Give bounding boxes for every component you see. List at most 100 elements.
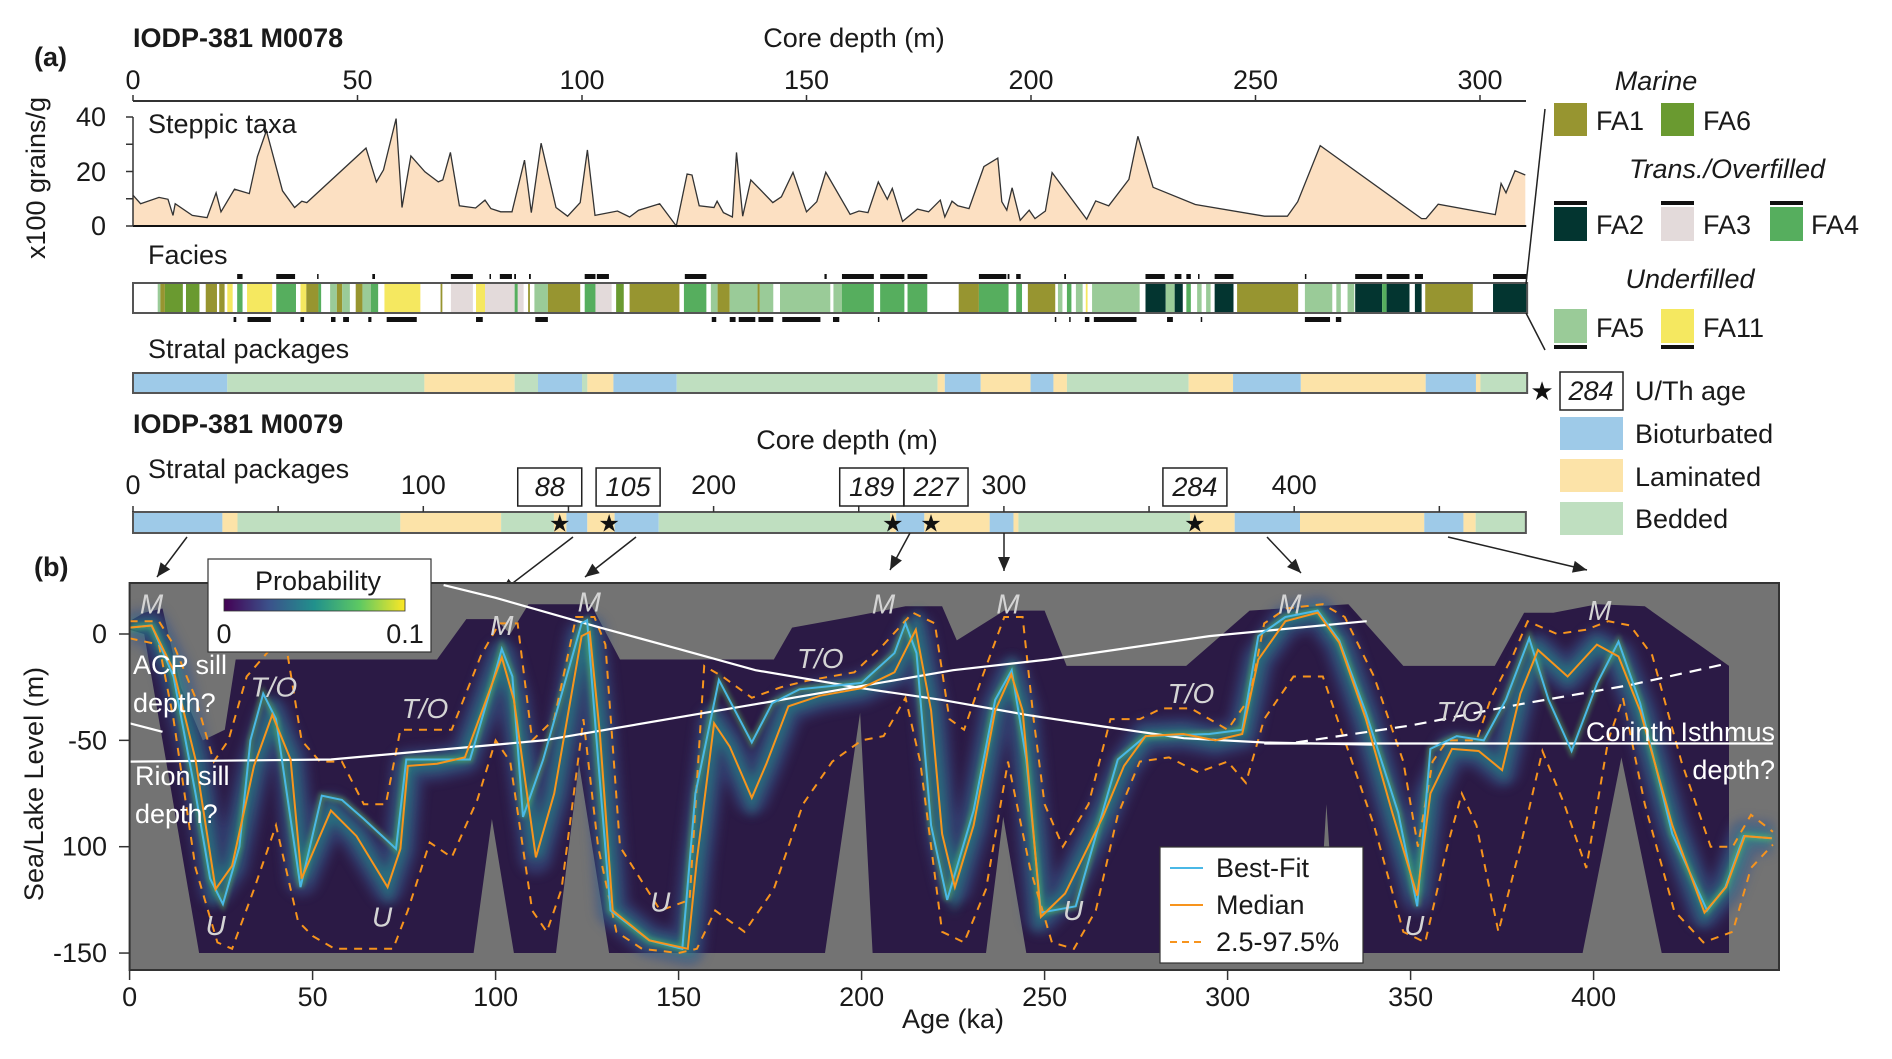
strata-segment-lam: [1189, 512, 1235, 533]
star-icon: ★: [882, 511, 904, 538]
strata-segment-lam: [890, 512, 897, 533]
facies-segment-fa11: [1085, 283, 1088, 313]
facies-mark-below: [331, 317, 336, 322]
m0078-tick-label: 250: [1233, 65, 1278, 95]
colorbar-min: 0: [216, 619, 231, 649]
facies-segment-fa5: [1347, 283, 1355, 313]
uth-age-box: [838, 467, 905, 507]
facies-mark-below: [877, 317, 880, 322]
colorbar-title: Probability: [255, 566, 382, 596]
facies-label: Facies: [148, 240, 228, 270]
facies-mark-below: [758, 317, 774, 322]
facies-segment-fa1: [219, 283, 225, 313]
steppic-ytick-20: 20: [76, 157, 106, 187]
strata-segment-lam: [1053, 373, 1067, 393]
facies-segment-fa1: [336, 283, 343, 313]
strata-segment-bed: [237, 512, 401, 533]
facies-segment-fa1: [547, 283, 581, 313]
facies-mark-above: [1016, 274, 1021, 279]
swatch-fa6: [1661, 103, 1694, 136]
y-axis-label: Sea/Lake Level (m): [19, 667, 49, 901]
best-fit-line: [129, 609, 1772, 951]
m0078-axis-title: Core depth (m): [763, 23, 945, 53]
facies-mark-below: [343, 317, 349, 322]
strata-segment-lam: [400, 512, 502, 533]
rion-sill-label: Rion sill: [135, 761, 230, 791]
strata-segment-bed: [514, 373, 538, 393]
swatch-bioturbated: [1560, 417, 1623, 450]
facies-segment-fa3: [595, 283, 612, 313]
m0078-strata-label: Stratal packages: [148, 334, 349, 364]
facies-segment-fa4: [841, 283, 874, 313]
strata-segment-bio: [896, 512, 925, 533]
legend-laminated: Laminated: [1635, 462, 1761, 492]
strata-segment-lam: [1300, 373, 1426, 393]
facies-segment-fa2: [1414, 283, 1422, 313]
facies-segment-fa1: [355, 283, 363, 313]
strata-segment-lam: [980, 373, 1031, 393]
m0079-strata-label: Stratal packages: [148, 454, 349, 484]
x-tick-label: 400: [1571, 982, 1616, 1012]
m0078-title: IODP-381 M0078: [133, 23, 343, 53]
reference-line: [443, 584, 1375, 746]
m0079-tick-label: 400: [1272, 470, 1317, 500]
legend-fa4: FA4: [1811, 210, 1859, 240]
facies-segment-fa11: [384, 283, 421, 313]
facies-mark-below: [1304, 317, 1331, 322]
strata-segment-lam: [553, 512, 567, 533]
facies-mark-above: [1304, 274, 1307, 279]
facies-segment-fa4: [1382, 283, 1387, 313]
strata-segment-bio: [1425, 373, 1476, 393]
facies-segment-fa5: [1336, 283, 1341, 313]
facies-segment-fa5: [362, 283, 371, 313]
facies-mark-below: [368, 317, 372, 322]
stage-label-m: M: [578, 587, 602, 618]
m0079-tick-label: 300: [981, 470, 1026, 500]
stage-label-m: M: [1278, 589, 1302, 620]
y-tick-label: -150: [53, 938, 107, 968]
facies-segment-fa1: [440, 283, 443, 313]
facies-segment-fa11: [476, 283, 486, 313]
m0078-tick-label: 0: [125, 65, 140, 95]
facies-mark-above: [841, 274, 874, 279]
swatch-fa2: [1554, 207, 1587, 241]
facies-segment-fa1: [629, 283, 680, 313]
percentile-upper-line: [129, 603, 1774, 912]
stage-label-to: T/O: [1168, 678, 1215, 709]
m0078-tick-label: 50: [342, 65, 372, 95]
strata-segment-lam: [424, 373, 515, 393]
steppic-y-label: x100 grains/g: [21, 97, 51, 259]
facies-mark-above: [880, 274, 905, 279]
facies-mark-below: [1167, 317, 1173, 322]
facies-segment-fa6: [164, 283, 183, 313]
uth-age-label: 88: [535, 472, 565, 502]
legend-marine: Marine: [1615, 66, 1698, 96]
facies-segment-fa5: [1165, 283, 1175, 313]
facies-mark-above: [1145, 274, 1165, 279]
legend-fa2: FA2: [1596, 210, 1644, 240]
facies-segment-fa4: [276, 283, 296, 313]
arrow-head-icon: [1287, 558, 1301, 573]
strata-segment-bed: [582, 373, 588, 393]
stage-label-m: M: [1588, 595, 1612, 626]
facies-segment-fa4: [1186, 283, 1191, 313]
correlation-arrow-line: [1447, 536, 1588, 571]
m0079-title: IODP-381 M0079: [133, 409, 343, 439]
star-icon: ★: [1184, 511, 1206, 538]
facies-segment-fa5: [1075, 283, 1083, 313]
strata-segment-bio: [613, 373, 677, 393]
panel-a-label: (a): [34, 42, 67, 72]
star-icon: ★: [549, 511, 571, 538]
facies-mark-above: [684, 274, 707, 279]
facies-mark-below: [832, 317, 840, 322]
mark-above-sample: [1770, 201, 1803, 205]
legend-fa1: FA1: [1596, 106, 1644, 136]
legend-bioturbated: Bioturbated: [1635, 419, 1773, 449]
strata-segment-bio: [944, 373, 981, 393]
mark-above-sample: [1661, 201, 1694, 205]
steppic-ytick-0: 0: [91, 211, 106, 241]
facies-segment-fa5: [1057, 283, 1063, 313]
star-icon: ★: [598, 511, 620, 538]
stage-label-m: M: [996, 589, 1020, 620]
